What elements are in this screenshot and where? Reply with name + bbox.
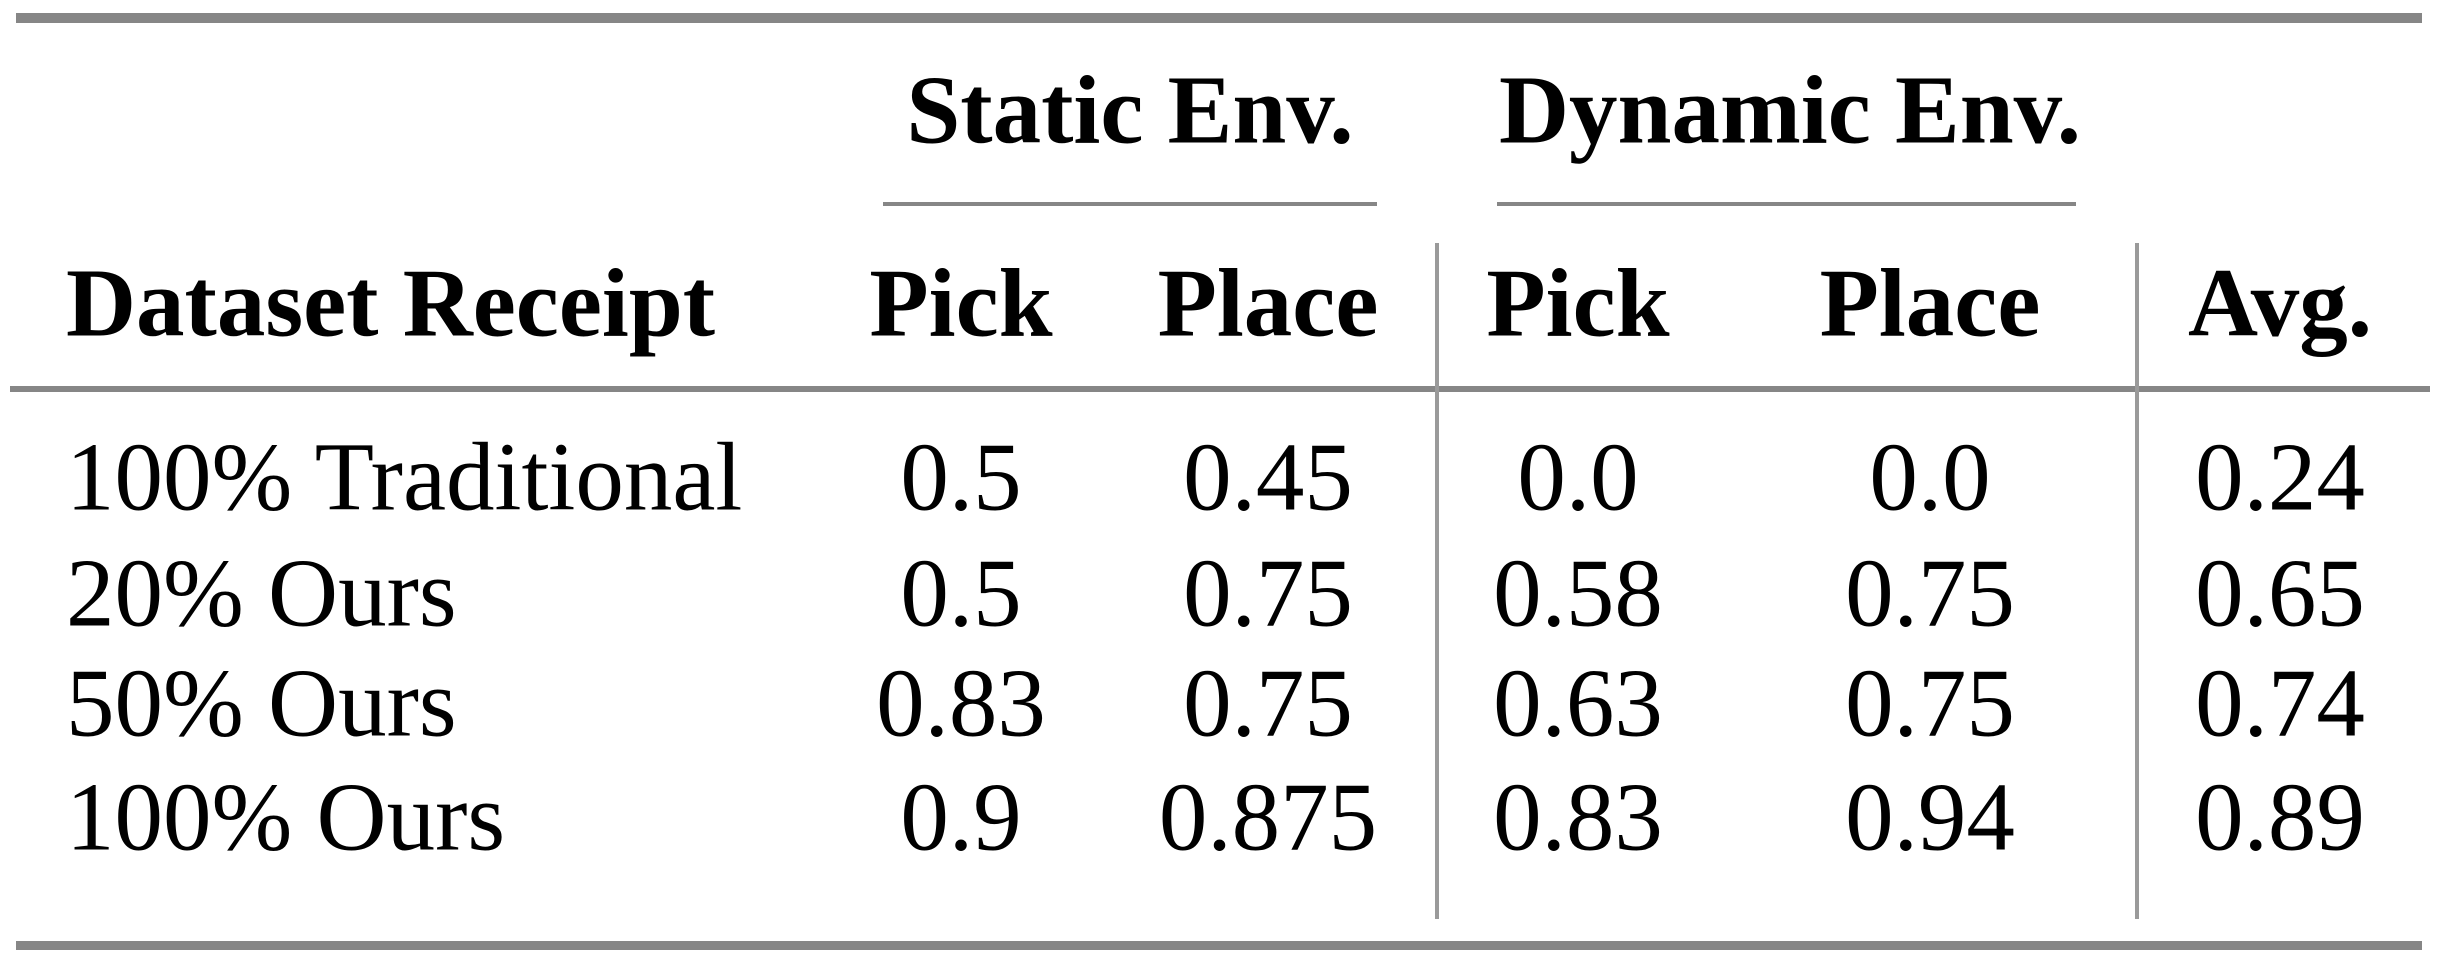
cell-value: 0.9 xyxy=(900,763,1022,871)
cell-value: 0.0 xyxy=(1869,423,1991,531)
header-dynamic-place: Place xyxy=(1819,249,2041,357)
cell-value: 0.75 xyxy=(1845,539,2015,647)
dynamic-env-cmidrule xyxy=(1497,202,2076,206)
cell-value: 0.89 xyxy=(2195,763,2365,871)
cell-value: 0.65 xyxy=(2195,539,2365,647)
bottom-rule xyxy=(16,941,2422,950)
header-dataset-receipt: Dataset Receipt xyxy=(66,249,716,357)
cell-value: 0.63 xyxy=(1493,649,1663,757)
cell-value: 0.75 xyxy=(1845,649,2015,757)
cell-value: 0.5 xyxy=(900,423,1022,531)
cell-value: 0.45 xyxy=(1183,423,1353,531)
cell-value: 0.75 xyxy=(1183,539,1353,647)
cell-value: 0.875 xyxy=(1158,763,1378,871)
top-rule xyxy=(16,13,2422,23)
cell-value: 0.58 xyxy=(1493,539,1663,647)
cell-value: 0.24 xyxy=(2195,423,2365,531)
col-group-dynamic-env: Dynamic Env. xyxy=(1498,56,2082,164)
cell-value: 0.83 xyxy=(876,649,1046,757)
cell-value: 0.74 xyxy=(2195,649,2365,757)
row-label: 50% Ours xyxy=(66,649,457,757)
cell-value: 0.83 xyxy=(1493,763,1663,871)
header-dynamic-pick: Pick xyxy=(1486,249,1670,357)
static-env-cmidrule xyxy=(883,202,1377,206)
cell-value: 0.5 xyxy=(900,539,1022,647)
header-avg: Avg. xyxy=(2187,249,2373,357)
header-body-rule xyxy=(10,386,2430,392)
row-label: 100% Ours xyxy=(66,763,506,871)
row-label: 100% Traditional xyxy=(66,423,743,531)
header-static-pick: Pick xyxy=(869,249,1053,357)
cell-value: 0.94 xyxy=(1845,763,2015,871)
col-group-static-env: Static Env. xyxy=(906,56,1354,164)
dynamic-avg-divider xyxy=(2135,243,2139,919)
cell-value: 0.75 xyxy=(1183,649,1353,757)
cell-value: 0.0 xyxy=(1517,423,1639,531)
static-dynamic-divider xyxy=(1435,243,1439,919)
row-label: 20% Ours xyxy=(66,539,457,647)
header-static-place: Place xyxy=(1157,249,1379,357)
